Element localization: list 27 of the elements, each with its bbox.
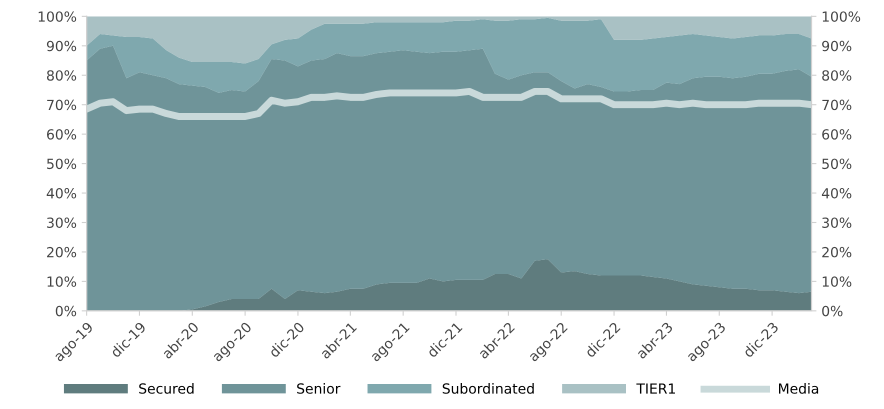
legend-label: Secured [139,383,194,394]
y2-tick-label: 20% [822,246,852,258]
legend-label: Subordinated [442,383,534,394]
y-tick-label: 80% [46,70,76,81]
legend-label: TIER1 [636,383,675,394]
y2-tick-label: 50% [822,158,852,170]
y-tick-label: 100% [38,11,76,22]
y2-tick-label: 0% [822,306,842,316]
y-tick-label: 40% [46,188,76,199]
y2-tick-label: 100% [822,11,860,22]
y-tick-label: 0% [56,306,76,316]
y-tick-label: 60% [47,129,76,140]
y2-tick-label: 70% [822,100,852,110]
y2-tick-label: 10% [822,276,852,287]
y2-tick-label: 80% [822,70,852,81]
y2-tick-label: 40% [822,188,852,199]
y2-tick-label: 90% [822,40,852,52]
y2-tick-label: 30% [822,217,852,228]
legend-label: Media [779,383,818,394]
y-tick-label: 10% [48,276,76,287]
y-tick-label: 90% [46,40,76,52]
y-tick-label: 50% [47,158,76,170]
y2-tick-label: 60% [822,129,852,140]
y-tick-label: 70% [47,100,76,110]
y-tick-label: 20% [47,246,76,258]
y-tick-label: 30% [47,217,76,228]
legend-label: Senior [297,383,340,394]
